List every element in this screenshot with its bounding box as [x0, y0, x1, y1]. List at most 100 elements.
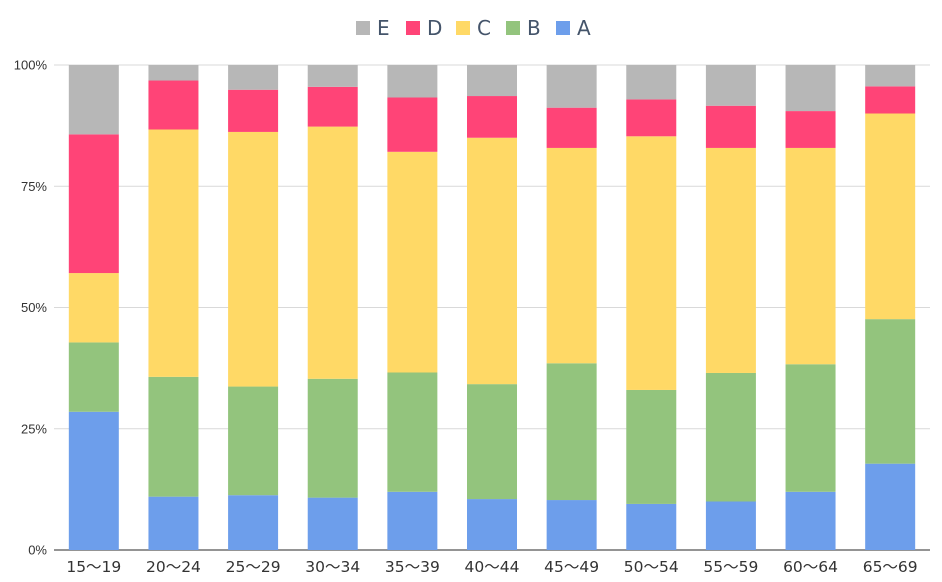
- legend-label-C: C: [477, 16, 491, 40]
- x-tick-label: 45〜49: [544, 558, 599, 576]
- bar-stack-8: [705, 65, 756, 550]
- bar-D-7: [626, 99, 677, 137]
- x-tick-label: 50〜54: [624, 558, 679, 576]
- bar-C-8: [705, 147, 756, 373]
- x-axis: 15〜19 20〜24 25〜29 30〜34 35〜39 40〜44 45〜49 50〜54…: [66, 558, 917, 576]
- bar-A-4: [387, 491, 438, 550]
- bar-E-4: [387, 65, 438, 98]
- x-tick-label: 15〜19: [66, 558, 121, 576]
- bar-B-1: [148, 376, 199, 497]
- legend-item-C[interactable]: C: [456, 16, 491, 40]
- legend-swatch-E: [356, 21, 370, 35]
- bar-E-8: [705, 65, 756, 106]
- bar-stack-3: [307, 65, 358, 550]
- bar-D-6: [546, 107, 597, 148]
- bar-A-8: [705, 501, 756, 550]
- bar-B-6: [546, 363, 597, 501]
- legend-swatch-B: [506, 21, 520, 35]
- legend-item-A[interactable]: A: [556, 16, 591, 40]
- bar-C-9: [785, 147, 836, 365]
- bars: [68, 65, 916, 550]
- bar-stack-5: [467, 65, 517, 550]
- bar-C-7: [626, 136, 677, 390]
- bar-D-4: [387, 97, 438, 152]
- bar-stack-4: [387, 65, 438, 550]
- bar-A-6: [546, 500, 597, 550]
- x-tick-label: 65〜69: [863, 558, 918, 576]
- bar-stack-6: [546, 65, 597, 550]
- bar-A-10: [865, 463, 916, 550]
- bar-A-7: [626, 503, 677, 550]
- bar-C-5: [467, 137, 517, 385]
- bar-E-7: [626, 65, 677, 100]
- bar-C-4: [387, 151, 438, 373]
- bar-A-0: [68, 411, 119, 550]
- y-tick-label: 25%: [21, 421, 47, 436]
- legend-label-A: A: [577, 16, 591, 40]
- legend-label-B: B: [527, 16, 541, 40]
- bar-B-10: [865, 319, 916, 464]
- bar-D-8: [705, 105, 756, 148]
- legend-item-B[interactable]: B: [506, 16, 541, 40]
- legend-swatch-D: [406, 21, 420, 35]
- bar-E-6: [546, 65, 597, 108]
- y-axis: 0% 25% 50% 75% 100%: [14, 58, 48, 558]
- legend-swatch-A: [556, 21, 570, 35]
- bar-B-0: [68, 342, 119, 412]
- bar-A-2: [228, 495, 279, 550]
- bar-D-0: [68, 134, 119, 274]
- x-tick-label: 20〜24: [146, 558, 201, 576]
- bar-E-3: [307, 65, 358, 87]
- bar-B-2: [228, 386, 279, 496]
- bar-stack-2: [228, 65, 279, 550]
- bar-stack-10: [865, 65, 916, 550]
- x-tick-label: 35〜39: [385, 558, 440, 576]
- bar-D-3: [307, 86, 358, 127]
- bar-C-1: [148, 129, 199, 377]
- bar-B-9: [785, 364, 836, 492]
- bar-D-2: [228, 89, 279, 132]
- x-tick-label: 55〜59: [703, 558, 758, 576]
- bar-D-5: [467, 96, 517, 138]
- bar-C-6: [546, 147, 597, 364]
- bar-A-1: [148, 496, 199, 550]
- bar-E-10: [865, 65, 916, 87]
- bar-D-9: [785, 111, 836, 148]
- x-tick-label: 30〜34: [305, 558, 360, 576]
- bar-E-5: [467, 65, 517, 97]
- bar-B-3: [307, 378, 358, 498]
- bar-C-10: [865, 113, 916, 320]
- bar-E-2: [228, 65, 279, 90]
- bar-stack-0: [68, 65, 119, 550]
- legend-item-D[interactable]: D: [406, 16, 442, 40]
- bar-A-3: [307, 497, 358, 550]
- legend-swatch-C: [456, 21, 470, 35]
- bar-E-0: [68, 65, 119, 135]
- bar-B-4: [387, 372, 438, 492]
- x-tick-label: 25〜29: [226, 558, 281, 576]
- x-tick-label: 60〜64: [783, 558, 838, 576]
- bar-stack-1: [148, 65, 199, 550]
- y-tick-label: 50%: [21, 300, 47, 315]
- bar-B-8: [705, 372, 756, 502]
- y-tick-label: 0%: [28, 543, 47, 558]
- bar-C-0: [68, 273, 119, 343]
- bar-B-5: [467, 384, 517, 500]
- bar-D-10: [865, 86, 916, 114]
- bar-B-7: [626, 389, 677, 504]
- legend-label-D: D: [427, 16, 442, 40]
- bar-A-5: [467, 499, 517, 550]
- bar-D-1: [148, 80, 199, 130]
- bar-E-1: [148, 65, 199, 81]
- bar-A-9: [785, 491, 836, 550]
- legend-label-E: E: [377, 16, 390, 40]
- bar-stack-9: [785, 65, 836, 550]
- bar-stack-7: [626, 65, 677, 550]
- legend-item-E[interactable]: E: [356, 16, 390, 40]
- bar-E-9: [785, 65, 836, 112]
- y-tick-label: 75%: [21, 179, 47, 194]
- bar-C-3: [307, 126, 358, 379]
- y-tick-label: 100%: [14, 58, 48, 73]
